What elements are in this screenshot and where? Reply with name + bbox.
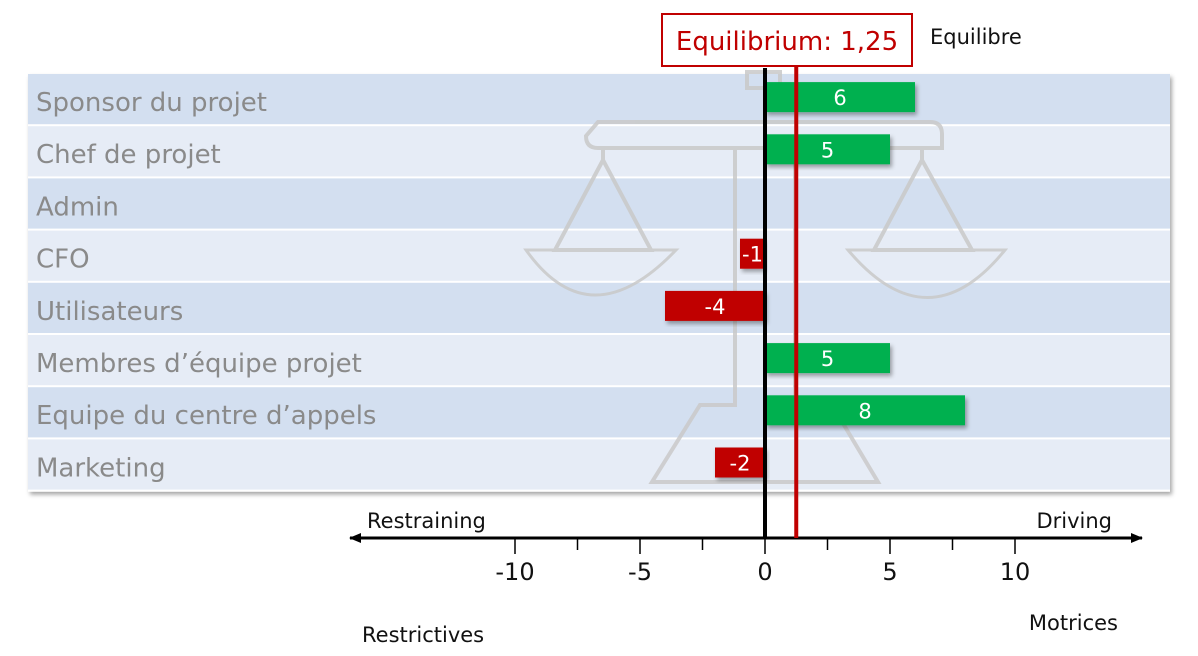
bar — [765, 343, 890, 374]
row-band — [28, 282, 1170, 333]
row-label: Admin — [36, 192, 119, 222]
equilibrium-translation: Equilibre — [930, 25, 1022, 49]
x-tick-label: -10 — [495, 558, 534, 586]
x-tick-label: 10 — [1000, 558, 1031, 586]
row-band — [28, 74, 1170, 125]
row-label: Marketing — [36, 453, 166, 483]
bar-value-label: -1 — [742, 243, 763, 267]
bar-value-label: 8 — [858, 399, 871, 423]
bar-value-label: 6 — [833, 86, 846, 110]
bar-value-label: -4 — [705, 295, 726, 319]
x-tick-label: 0 — [757, 558, 772, 586]
restrictives-label: Restrictives — [362, 623, 484, 647]
bar — [765, 134, 890, 165]
row-band — [28, 230, 1170, 281]
row-label: CFO — [36, 245, 90, 275]
row-bands — [28, 74, 1170, 492]
bar — [665, 290, 765, 321]
bar — [765, 82, 915, 113]
row-label: Sponsor du projet — [36, 88, 267, 118]
equilibrium-label: Equilibrium: 1,25 — [676, 27, 898, 57]
bar-value-label: 5 — [821, 138, 834, 162]
equilibrium-box — [661, 13, 913, 67]
row-band — [28, 387, 1170, 438]
driving-label: Driving — [1036, 509, 1112, 533]
bar-value-label: -2 — [730, 452, 751, 476]
row-label: Utilisateurs — [36, 297, 183, 327]
row-band — [28, 439, 1170, 490]
row-band — [28, 178, 1170, 229]
row-label: Equipe du centre d’appels — [36, 401, 376, 431]
row-band — [28, 335, 1170, 386]
x-tick-label: 5 — [882, 558, 897, 586]
row-label: Chef de projet — [36, 140, 221, 170]
restraining-label: Restraining — [367, 509, 486, 533]
bar — [715, 447, 765, 478]
bar-value-label: 5 — [821, 347, 834, 371]
bar — [740, 238, 765, 269]
x-tick-label: -5 — [628, 558, 652, 586]
bar — [765, 395, 965, 426]
row-label: Membres d’équipe projet — [36, 349, 362, 379]
motrices-label: Motrices — [1029, 611, 1118, 635]
